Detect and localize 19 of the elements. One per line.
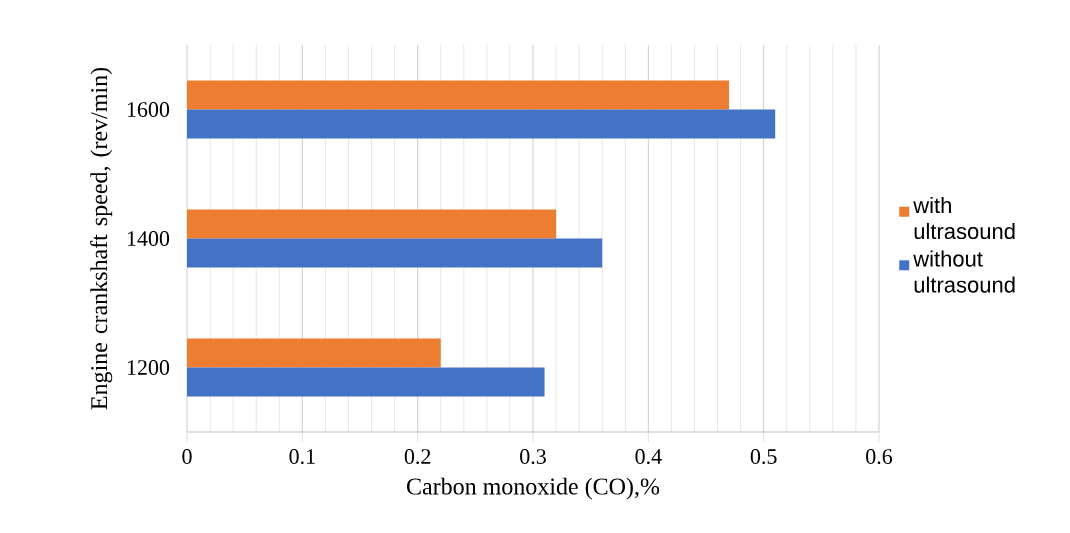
x-tick-label: 0.5 [750,449,777,464]
y-tick-label: 1600 [127,102,170,117]
x-tick-label: 0.2 [404,449,431,464]
bar [187,80,730,110]
y-axis-title: Engine crankshaft speed, (rev/min) [90,67,113,410]
bar [187,109,776,139]
x-tick-label: 0 [182,449,192,464]
y-tick-label: 1400 [127,231,170,246]
x-tick-label: 0.3 [520,449,546,464]
y-tick-label: 1200 [127,360,170,375]
legend-label: without ultrasound [913,250,1015,293]
x-tick-label: 0.4 [635,449,662,464]
bar [187,209,557,239]
bar [187,238,603,268]
x-tick-label: 0.6 [866,449,893,464]
bar [187,367,545,397]
bar [187,338,441,368]
x-tick-label: 0.1 [289,449,315,464]
x-axis-title: Carbon monoxide (CO),% [407,477,660,500]
